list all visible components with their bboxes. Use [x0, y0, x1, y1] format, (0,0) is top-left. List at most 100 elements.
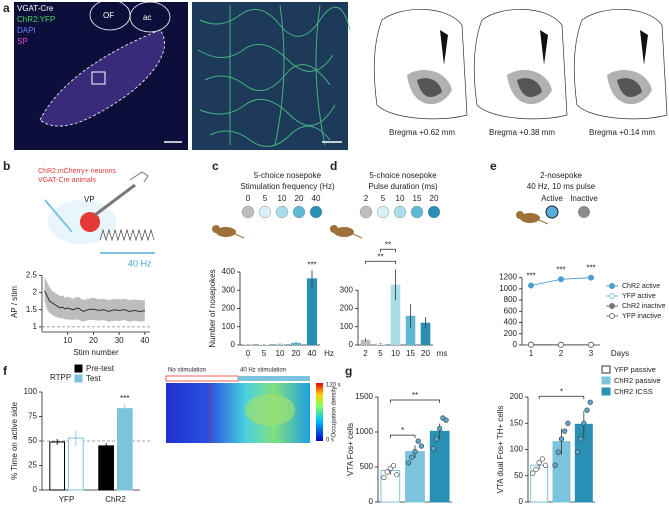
y-tick-label: 0 — [33, 485, 38, 494]
data-point — [443, 417, 449, 423]
y-tick-label: 1 — [33, 322, 38, 331]
choice-hole — [376, 205, 390, 219]
bar — [290, 342, 302, 345]
choice-hole — [578, 206, 590, 218]
significance-label: *** — [526, 272, 535, 281]
panel-letter: c — [212, 159, 219, 173]
x-tick-label: 30 — [115, 336, 124, 345]
data-point — [562, 428, 568, 434]
y-axis-label: AP / stim — [10, 286, 19, 318]
data-point — [558, 341, 564, 348]
legend-marker — [609, 303, 615, 309]
data-point — [530, 470, 536, 476]
y-axis-label: % Time on active side — [10, 402, 19, 480]
x-unit: Hz — [324, 349, 334, 358]
significance-label: * — [560, 387, 563, 396]
x-tick-label: 20 — [421, 349, 430, 358]
recording-schematic — [44, 171, 155, 254]
legend-label: YFP passive — [614, 365, 656, 374]
y-tick-label: 0 — [513, 340, 518, 349]
legend-label: ChR2 inactive — [622, 303, 666, 310]
bar — [405, 451, 425, 503]
legend-label: ChR2 ICSS — [614, 387, 653, 396]
x-tick-label: ChR2 — [105, 495, 126, 504]
choice-label: 10 — [396, 194, 405, 203]
data-point — [533, 466, 539, 473]
x-tick-label: 2 — [559, 349, 564, 358]
y-tick-label: 1000 — [499, 284, 517, 293]
y-tick-label: 300 — [222, 285, 236, 294]
legend-swatch — [74, 364, 83, 373]
data-point — [415, 438, 421, 444]
region-label: VP — [84, 195, 95, 204]
mouse-icon — [334, 227, 354, 237]
ventricle — [640, 30, 648, 65]
data-point — [437, 425, 443, 432]
brain-sections — [373, 9, 668, 120]
data-point — [409, 454, 415, 460]
heatmap-label: No stimulation — [168, 368, 206, 374]
chart-subtitle: 40 Hz, 10 ms pulse — [527, 182, 596, 191]
significance-label: ** — [377, 252, 383, 261]
bregma-label: Bregma +0.62 mm — [389, 128, 455, 137]
y-axis-label: Number of nosepokes — [208, 269, 217, 347]
choice-hole — [545, 205, 559, 219]
data-point — [418, 443, 425, 449]
x-unit: ms — [437, 349, 448, 358]
x-tick-label: 1 — [529, 349, 534, 358]
y-tick-label: 0 — [349, 340, 354, 349]
y-tick-label: 1200 — [499, 273, 517, 282]
mouse-icon — [330, 225, 338, 233]
chart-title: 5-choice nosepoke — [254, 171, 322, 180]
mouse-icon — [520, 213, 540, 223]
choice-hole — [258, 205, 272, 219]
x-tick-label: 10 — [63, 336, 72, 345]
bregma-label: Bregma +0.38 mm — [489, 128, 555, 137]
y-tick-label: 300 — [340, 285, 354, 294]
choice-label: 40 — [312, 194, 321, 203]
bar — [360, 339, 371, 345]
bar — [405, 315, 416, 345]
x-tick-label: 5 — [378, 349, 383, 358]
significance-label: *** — [556, 265, 565, 274]
y-tick-label: 150 — [510, 418, 524, 427]
colorbar-max: 120 s — [326, 383, 341, 389]
x-tick-label: 10 — [391, 349, 400, 358]
y-tick-label: 200 — [504, 329, 518, 338]
y-tick-label: 400 — [222, 267, 236, 276]
bar — [117, 408, 133, 491]
significance-bracket — [365, 260, 396, 265]
y-tick-label: 2 — [33, 288, 38, 297]
trace-label: 40 Hz — [128, 258, 152, 268]
mouse-icon — [538, 219, 549, 225]
y-tick-label: 50 — [514, 471, 523, 480]
brain-outline — [373, 9, 468, 120]
data-point — [588, 341, 594, 348]
choice-hole — [241, 205, 255, 219]
y-tick-label: 25 — [28, 461, 37, 470]
mouse-icon — [234, 233, 245, 239]
y-tick-label: 75 — [28, 412, 37, 421]
y-tick-label: 100 — [510, 445, 524, 454]
data-point — [565, 420, 571, 426]
bregma-label: Bregma +0.14 mm — [589, 128, 655, 137]
chart-subtitle: Stimulation frequency (Hz) — [240, 182, 335, 191]
choice-hole — [292, 205, 306, 219]
chart-title: RTPP — [50, 373, 71, 382]
panel-letter: f — [3, 364, 8, 378]
brain-outline — [573, 9, 668, 120]
x-tick-label: 20 — [292, 349, 301, 358]
x-axis-label: Days — [611, 349, 629, 358]
mouse-icon — [216, 227, 236, 237]
data-point — [381, 474, 387, 481]
y-tick-label: 100 — [340, 322, 354, 331]
data-point — [588, 274, 594, 281]
bar — [420, 322, 431, 345]
x-tick-label: 0 — [246, 349, 251, 358]
chart-title: 2-nosepoke — [540, 171, 582, 180]
data-point — [387, 465, 393, 472]
choice-hole — [427, 205, 441, 219]
data-point — [539, 456, 545, 462]
chart-title: 5-choice nosepoke — [369, 171, 437, 180]
data-point — [433, 436, 440, 442]
